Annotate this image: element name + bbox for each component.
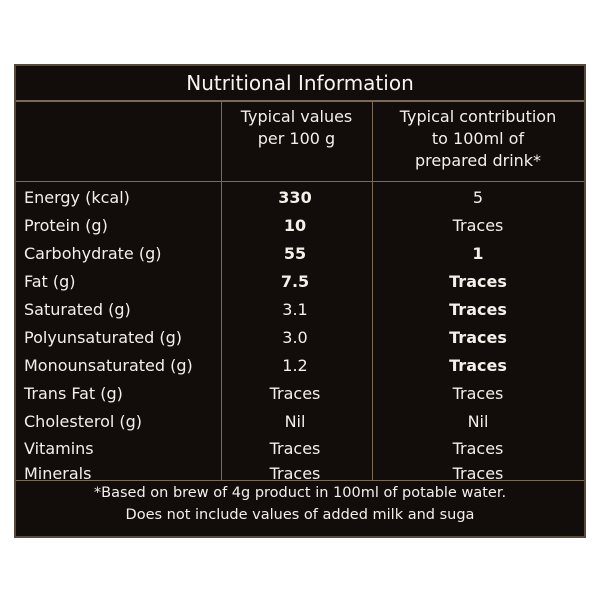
value-per-100ml: Traces xyxy=(449,272,507,291)
nutrient-name: Vitamins xyxy=(24,439,94,458)
value-per-100ml: Traces xyxy=(449,356,507,375)
table-row: Polyunsaturated (g) 3.0 Traces xyxy=(16,324,584,351)
header-line: per 100 g xyxy=(257,129,336,148)
nutrient-name: Monounsaturated (g) xyxy=(24,356,193,375)
value-per-100g: 3.0 xyxy=(282,328,308,347)
table-row: Cholesterol (g) Nil Nil xyxy=(16,408,584,435)
column-divider-2 xyxy=(372,102,373,480)
table-row: Energy (kcal) 330 5 xyxy=(16,184,584,211)
column-header-per-100g: Typical values per 100 g xyxy=(221,106,372,150)
value-per-100g: 1.2 xyxy=(282,356,308,375)
table-row: Trans Fat (g) Traces Traces xyxy=(16,380,584,407)
header-line: prepared drink* xyxy=(414,151,542,170)
nutrient-name: Polyunsaturated (g) xyxy=(24,328,182,347)
value-per-100g: Traces xyxy=(269,464,321,483)
value-per-100g: Traces xyxy=(269,439,321,458)
column-header-per-100ml: Typical contribution to 100ml of prepare… xyxy=(372,106,584,172)
table-row: Carbohydrate (g) 55 1 xyxy=(16,240,584,267)
table-row: Saturated (g) 3.1 Traces xyxy=(16,296,584,323)
value-per-100g: 7.5 xyxy=(280,272,310,291)
value-per-100ml: Traces xyxy=(449,300,507,319)
nutrient-name: Cholesterol (g) xyxy=(24,412,143,431)
header-line: Typical values xyxy=(240,107,353,126)
header-divider xyxy=(16,181,584,182)
footnote: *Based on brew of 4g product in 100ml of… xyxy=(16,482,584,526)
value-per-100ml: Traces xyxy=(452,384,504,403)
table-row: Monounsaturated (g) 1.2 Traces xyxy=(16,352,584,379)
table-row: Fat (g) 7.5 Traces xyxy=(16,268,584,295)
footer-divider xyxy=(16,480,584,481)
footnote-line: Does not include values of added milk an… xyxy=(125,507,475,523)
value-per-100g: 330 xyxy=(278,188,312,207)
nutrient-name: Trans Fat (g) xyxy=(24,384,123,403)
value-per-100g: 55 xyxy=(283,244,307,263)
nutrient-name: Protein (g) xyxy=(24,216,108,235)
nutrient-name: Minerals xyxy=(24,464,92,483)
nutrient-name: Fat (g) xyxy=(24,272,76,291)
table-row: Minerals Traces Traces xyxy=(16,460,584,487)
value-per-100g: Nil xyxy=(284,412,306,431)
value-per-100g: Traces xyxy=(269,384,321,403)
value-per-100ml: Traces xyxy=(452,439,504,458)
header-line: to 100ml of xyxy=(431,129,525,148)
header-line: Typical contribution xyxy=(399,107,557,126)
table-row: Vitamins Traces Traces xyxy=(16,435,584,462)
table-row: Protein (g) 10 Traces xyxy=(16,212,584,239)
value-per-100ml: Traces xyxy=(452,464,504,483)
column-divider-1 xyxy=(221,102,222,480)
footnote-line: *Based on brew of 4g product in 100ml of… xyxy=(93,485,507,501)
value-per-100g: 3.1 xyxy=(282,300,308,319)
nutrient-name: Energy (kcal) xyxy=(24,188,130,207)
nutrient-name: Saturated (g) xyxy=(24,300,131,319)
value-per-100ml: Nil xyxy=(467,412,489,431)
nutrition-panel: Nutritional Information Typical values p… xyxy=(14,64,586,538)
value-per-100ml: 5 xyxy=(472,188,484,207)
value-per-100ml: Traces xyxy=(449,328,507,347)
panel-title: Nutritional Information xyxy=(16,66,584,102)
nutrient-name: Carbohydrate (g) xyxy=(24,244,162,263)
value-per-100ml: Traces xyxy=(452,216,504,235)
value-per-100g: 10 xyxy=(283,216,307,235)
value-per-100ml: 1 xyxy=(472,244,484,263)
